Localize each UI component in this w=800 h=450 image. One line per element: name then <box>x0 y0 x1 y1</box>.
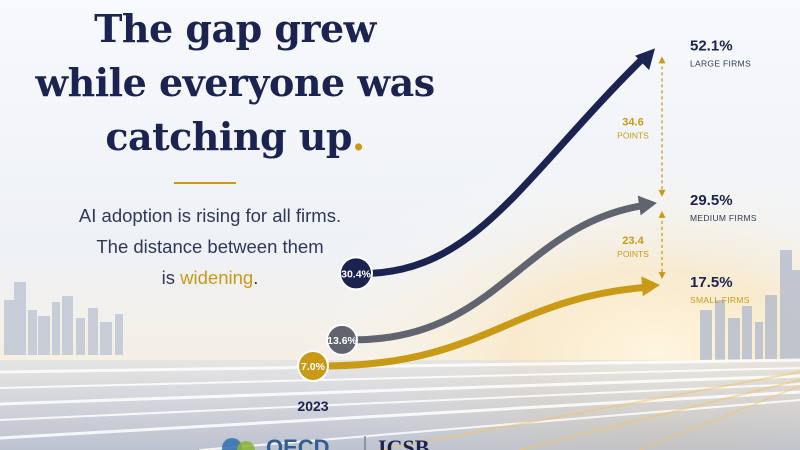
series-name-label-0: LARGE FIRMS <box>690 58 751 68</box>
oecd-logo: OECD <box>222 435 330 450</box>
start-value-label-2: 7.0% <box>301 361 326 373</box>
headline: The gap grew while everyone was catching… <box>0 2 470 164</box>
series-line-2 <box>322 283 654 370</box>
oecd-logo-text: OECD <box>266 435 330 450</box>
headline-divider <box>174 182 236 184</box>
series-arrowhead-0 <box>635 48 655 71</box>
series-line-1 <box>351 201 651 344</box>
series-name-label-1: MEDIUM FIRMS <box>690 213 757 223</box>
start-value-label-1: 13.6% <box>327 335 357 347</box>
gap-arrow-up-1 <box>658 210 666 218</box>
start-marker-0 <box>339 256 373 291</box>
series-arrowhead-2 <box>641 276 660 297</box>
end-value-label-2: 17.5% <box>690 274 733 291</box>
gap-arrow-down-1 <box>658 272 666 279</box>
gap-unit-label-1: POINTS <box>617 249 649 259</box>
x-start-label: 2023 <box>297 398 328 414</box>
start-marker-2 <box>297 350 329 382</box>
subtitle-line-3-prefix: is <box>161 267 181 288</box>
gap-unit-label-0: POINTS <box>617 131 649 141</box>
subtitle-accent-word: widening <box>180 267 254 288</box>
gap-arrow-down-0 <box>658 189 666 197</box>
subtitle-line-1: AI adoption is rising for all firms. <box>78 205 342 226</box>
subtitle-line-2: The distance between them <box>96 236 324 257</box>
headline-line-3: catching up. <box>0 110 470 164</box>
start-marker-1 <box>326 323 358 356</box>
headline-line-1: The gap grew <box>94 6 376 51</box>
gap-value-label-0: 34.6 <box>622 117 643 129</box>
headline-period: . <box>351 114 365 159</box>
end-value-label-1: 29.5% <box>690 192 733 209</box>
series-arrowhead-1 <box>637 195 657 216</box>
series-name-label-2: SMALL FIRMS <box>690 295 750 305</box>
subtitle-line-3: is widening. <box>0 267 420 289</box>
footer-logos: OECD ICSB <box>222 435 430 450</box>
icsb-logo-text: ICSB <box>378 435 430 450</box>
headline-line-3-text: catching up <box>105 114 352 159</box>
end-value-label-0: 52.1% <box>690 37 733 54</box>
gap-value-label-1: 23.4 <box>622 235 644 247</box>
series-line-0 <box>366 52 649 277</box>
start-value-label-0: 30.4% <box>341 268 371 280</box>
gap-arrow-up-0 <box>658 56 666 64</box>
headline-line-2: while everyone was <box>35 60 435 105</box>
subtitle-line-3-suffix: . <box>253 267 259 288</box>
